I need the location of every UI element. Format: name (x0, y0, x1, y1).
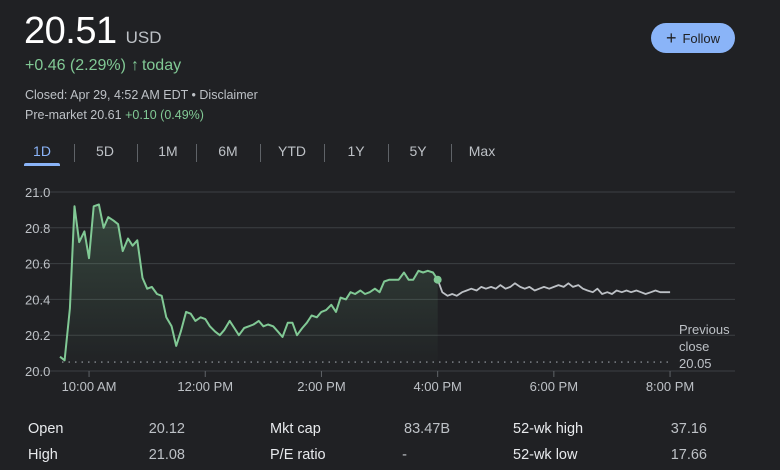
stat-label-mkt-cap: Mkt cap (270, 421, 321, 437)
stat-value-52wk-high: 37.16 (670, 421, 707, 437)
tab-6m[interactable]: 6M (210, 138, 246, 166)
regular-session-line (59, 203, 439, 362)
stat-value-pe-ratio: - (402, 447, 407, 463)
arrow-up-icon: ↑ (130, 57, 139, 74)
y-tick-label: 21.0 (25, 185, 50, 200)
tab-label: YTD (278, 143, 306, 159)
stat-label-high: High (28, 447, 58, 463)
disclaimer-link[interactable]: Disclaimer (199, 88, 258, 102)
stat-value-high: 21.08 (148, 447, 185, 463)
tab-divider (74, 144, 75, 162)
x-tick-label: 2:00 PM (297, 379, 345, 394)
tab-divider (388, 144, 389, 162)
currency-label: USD (125, 28, 162, 47)
tab-label: Max (468, 143, 496, 159)
stat-label-pe-ratio: P/E ratio (270, 447, 326, 463)
premarket-label: Pre-market 20.61 (25, 108, 122, 122)
previous-close-label: 20.05 (679, 356, 712, 371)
tab-max[interactable]: Max (462, 138, 502, 166)
y-tick-label: 20.8 (25, 221, 50, 236)
premarket-info: Pre-market 20.61 +0.10 (0.49%) (25, 108, 204, 122)
tab-label: 1M (158, 143, 178, 159)
price-chart[interactable]: 21.0 20.8 20.6 20.4 20.2 20.0 10:00 AM 12:00 PM… (0, 178, 780, 400)
key-stats: Open 20.12 Mkt cap 83.47B 52-wk high 37.… (0, 412, 780, 470)
stat-label-52wk-low: 52-wk low (513, 447, 578, 463)
stat-label-open: Open (28, 421, 64, 437)
change-value: +0.46 (2.29%) (25, 57, 126, 74)
tab-divider (137, 144, 138, 162)
tab-label: 6M (218, 143, 238, 159)
regular-session-area (60, 204, 438, 371)
current-price: 20.51 (24, 10, 117, 52)
stat-value-mkt-cap: 83.47B (404, 421, 450, 437)
tab-1d[interactable]: 1D (24, 138, 60, 166)
y-tick-label: 20.4 (25, 292, 50, 307)
tab-5d[interactable]: 5D (87, 138, 123, 166)
tab-divider (324, 144, 325, 162)
tab-5y[interactable]: 5Y (400, 138, 436, 166)
daily-change: +0.46 (2.29%) ↑ today (25, 57, 181, 75)
tab-divider (196, 144, 197, 162)
plus-icon: + (665, 28, 677, 48)
tab-1y[interactable]: 1Y (338, 138, 374, 166)
y-tick-label: 20.2 (25, 328, 50, 343)
tab-divider (260, 144, 261, 162)
x-tick-label: 4:00 PM (413, 379, 461, 394)
premarket-change: +0.10 (0.49%) (125, 108, 204, 122)
closed-text: Closed: Apr 29, 4:52 AM EDT (25, 88, 189, 102)
closed-info: Closed: Apr 29, 4:52 AM EDT • Disclaimer (25, 88, 258, 102)
separator: • (188, 88, 200, 102)
follow-button[interactable]: + Follow (651, 23, 735, 53)
extended-session-line (436, 279, 671, 297)
change-period: today (141, 57, 182, 74)
previous-close-label: Previous (679, 322, 730, 337)
x-tick-label: 8:00 PM (646, 379, 694, 394)
y-tick-label: 20.0 (25, 364, 50, 379)
tab-label: 1D (33, 143, 51, 159)
previous-close-label: close (679, 339, 709, 354)
tab-label: 1Y (347, 143, 365, 159)
stat-label-52wk-high: 52-wk high (513, 421, 584, 437)
tab-label: 5D (96, 143, 114, 159)
follow-button-label: Follow (682, 30, 721, 46)
price-row: 20.51 USD (24, 10, 162, 53)
x-tick-label: 6:00 PM (530, 379, 578, 394)
stat-value-open: 20.12 (148, 421, 185, 437)
x-tick-label: 10:00 AM (62, 379, 117, 394)
tab-divider (451, 144, 452, 162)
x-tick-label: 12:00 PM (177, 379, 233, 394)
tab-1m[interactable]: 1M (150, 138, 186, 166)
stat-value-52wk-low: 17.66 (670, 447, 707, 463)
tab-ytd[interactable]: YTD (272, 138, 312, 166)
tab-label: 5Y (409, 143, 427, 159)
y-tick-label: 20.6 (25, 257, 50, 272)
market-close-marker (433, 275, 442, 284)
